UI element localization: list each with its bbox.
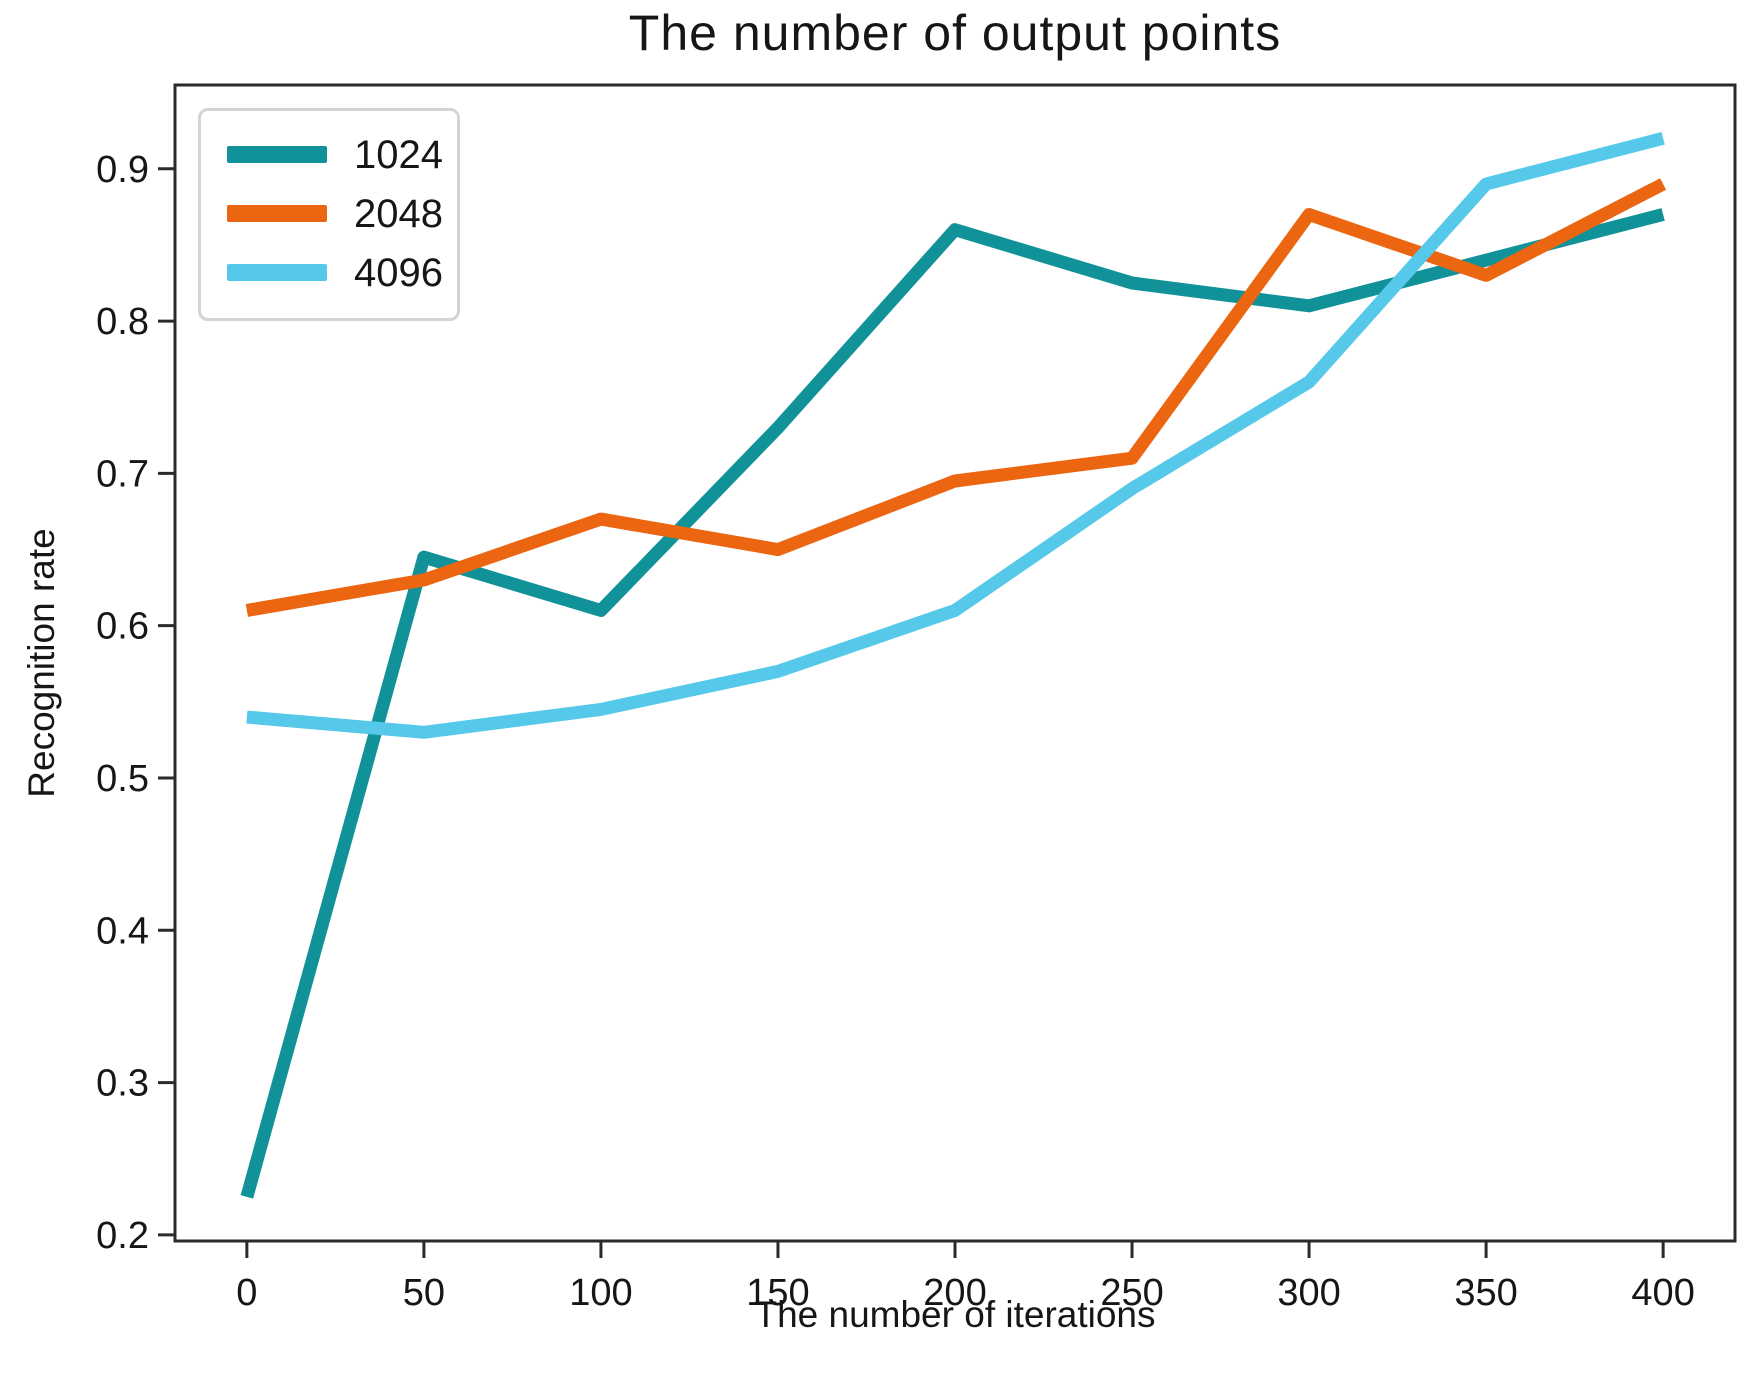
legend-swatch-4096	[227, 264, 327, 281]
series-line-4096	[246, 132, 1665, 739]
legend-label: 2048	[354, 191, 443, 236]
x-tick-label: 200	[923, 1272, 986, 1314]
y-tick-label: 0.7	[96, 453, 149, 495]
legend-item-2048: 2048	[201, 184, 457, 243]
x-tick-label: 400	[1631, 1272, 1694, 1314]
legend-label: 1024	[354, 132, 443, 177]
series-line-1024	[240, 208, 1665, 1199]
legend-label: 4096	[354, 250, 443, 295]
x-tick-label: 150	[746, 1272, 809, 1314]
x-axis-title: The number of iterations	[754, 1294, 1156, 1335]
x-tick-label: 350	[1454, 1272, 1517, 1314]
y-tick-label: 0.9	[96, 149, 149, 191]
chart-title: The number of output points	[628, 5, 1282, 61]
x-tick-label: 50	[403, 1272, 445, 1314]
legend-item-4096: 4096	[201, 243, 457, 302]
legend-swatch-1024	[227, 146, 327, 163]
x-tick-label: 250	[1100, 1272, 1163, 1314]
x-tick-label: 300	[1277, 1272, 1340, 1314]
y-tick-label: 0.3	[96, 1063, 149, 1105]
legend-swatch-2048	[227, 205, 327, 222]
x-tick-label: 100	[569, 1272, 632, 1314]
x-tick-label: 0	[236, 1272, 257, 1314]
legend: 1024 2048 4096	[198, 108, 460, 321]
y-tick-label: 0.5	[96, 758, 149, 800]
y-tick-label: 0.6	[96, 606, 149, 648]
legend-item-1024: 1024	[201, 125, 457, 184]
y-tick-label: 0.8	[96, 301, 149, 343]
y-tick-label: 0.2	[96, 1215, 149, 1257]
y-tick-label: 0.4	[96, 910, 149, 952]
